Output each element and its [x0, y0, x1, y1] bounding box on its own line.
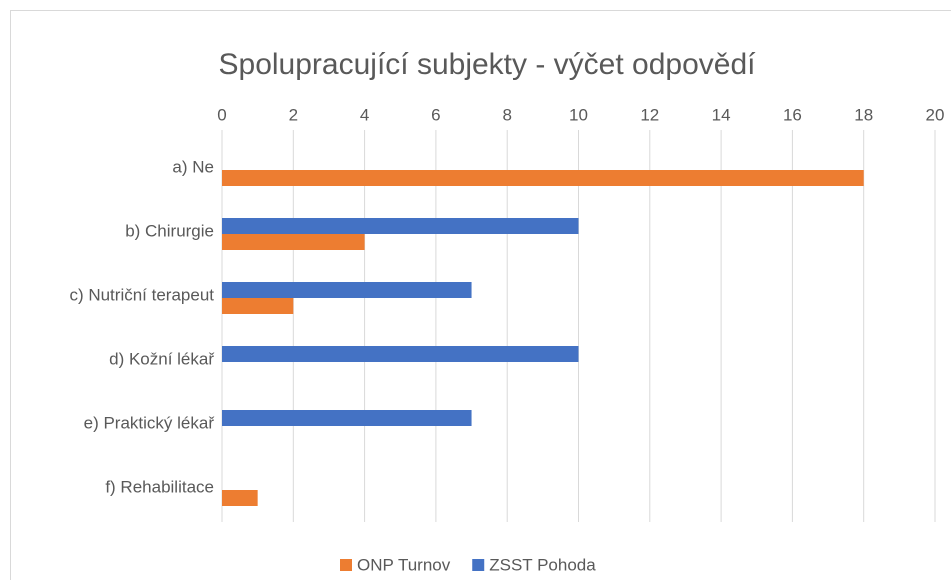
legend-label: ONP Turnov — [357, 555, 451, 574]
x-tick-label: 14 — [712, 105, 731, 124]
legend-swatch — [472, 559, 485, 571]
y-tick-label: f) Rehabilitace — [105, 477, 214, 496]
x-tick-label: 0 — [217, 105, 226, 124]
bar — [222, 282, 472, 298]
y-tick-label: a) Ne — [172, 157, 214, 176]
x-tick-label: 4 — [360, 105, 369, 124]
x-tick-label: 2 — [289, 105, 298, 124]
bar — [222, 170, 864, 186]
y-tick-label: c) Nutriční terapeut — [69, 285, 214, 304]
y-tick-label: e) Praktický lékař — [84, 413, 215, 432]
chart-title: Spolupracující subjekty - výčet odpovědí — [219, 48, 757, 81]
legend-swatch — [340, 559, 352, 571]
x-tick-label: 6 — [431, 105, 440, 124]
x-tick-label: 16 — [783, 105, 802, 124]
x-tick-label: 12 — [640, 105, 659, 124]
bar — [222, 298, 294, 314]
x-tick-label: 10 — [569, 105, 588, 124]
x-tick-label: 20 — [926, 105, 945, 124]
bar — [222, 346, 579, 362]
bar — [222, 490, 258, 506]
bar — [222, 410, 472, 426]
y-tick-label: b) Chirurgie — [125, 221, 214, 240]
chart-border — [10, 10, 951, 580]
x-tick-label: 18 — [854, 105, 873, 124]
legend-label: ZSST Pohoda — [489, 555, 596, 574]
x-tick-label: 8 — [502, 105, 511, 124]
y-tick-label: d) Kožní lékař — [109, 349, 214, 368]
bar — [222, 234, 365, 250]
bar — [222, 218, 579, 234]
